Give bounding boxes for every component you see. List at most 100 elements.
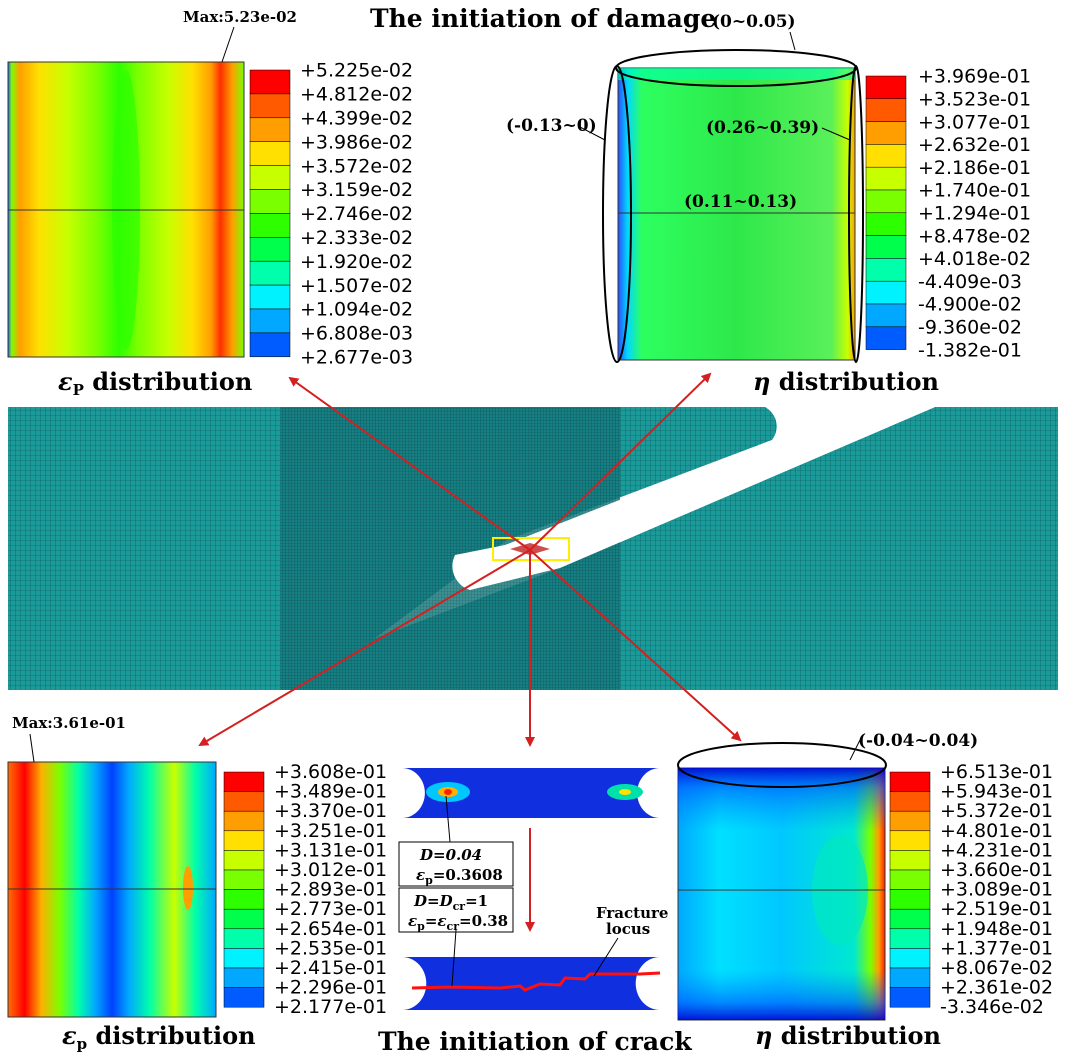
legend-value: +2.893e-01 <box>274 879 387 901</box>
panel-eps-top: Max:5.23e-02 +5.225e-02+4.812e-02+4.399e… <box>7 8 413 399</box>
legend-swatch <box>865 98 907 122</box>
annotation-critical-line2: εp=εcr=0.38 <box>408 912 508 933</box>
panel-crack: D=0.04 εp=0.3608 D=Dcr=1 εp=εcr=0.38 Fra… <box>398 768 668 1010</box>
legend-value: +1.377e-01 <box>940 937 1053 959</box>
legend-value: +3.370e-01 <box>274 800 387 822</box>
caption-eta-top: η distribution <box>753 367 939 396</box>
legend-value: +8.478e-02 <box>918 225 1031 247</box>
legend-swatch <box>865 326 907 350</box>
legend-swatch <box>223 810 265 832</box>
legend-swatch <box>865 235 907 259</box>
legend-value: +1.948e-01 <box>940 918 1053 940</box>
legend-value: +3.986e-02 <box>300 131 413 153</box>
legend-value: +3.251e-01 <box>274 820 387 842</box>
legend-swatch <box>865 212 907 236</box>
mesh-dense-zone <box>280 407 620 690</box>
legend-swatch <box>249 189 291 214</box>
leader <box>445 795 451 843</box>
contour <box>619 789 631 795</box>
legend-value: +2.177e-01 <box>274 996 387 1018</box>
arrows <box>198 372 742 747</box>
legend-value: +2.654e-01 <box>274 918 387 940</box>
legend-value: +4.018e-02 <box>918 248 1031 270</box>
legend-swatch <box>889 908 931 930</box>
panel-eta-bottom: (-0.04~0.04) +6.513e-01+5.943e-01+5.372e… <box>677 731 1053 1050</box>
top-band <box>618 68 855 80</box>
legend-swatch <box>865 303 907 328</box>
legend-swatch <box>223 830 265 851</box>
fracture-label-line1: Fracture <box>596 904 668 922</box>
legend-value: +2.519e-01 <box>940 898 1053 920</box>
legend-eps-bottom: +3.608e-01+3.489e-01+3.370e-01+3.251e-01… <box>223 761 387 1018</box>
range-label-top: (-0.04~0.04) <box>858 731 978 751</box>
legend-swatch <box>889 948 931 969</box>
annotation-critical-line1: D=Dcr=1 <box>413 892 488 913</box>
caption-eps-bottom: εp distribution <box>62 1021 256 1053</box>
range-label-right: (0.26~0.39) <box>706 118 819 138</box>
legend-swatch <box>249 213 291 238</box>
legend-swatch <box>223 987 265 1008</box>
caption-eta-bottom: η distribution <box>755 1021 941 1050</box>
legend-swatch <box>223 967 265 988</box>
legend-swatch <box>249 117 291 142</box>
leader <box>821 127 851 141</box>
legend-swatch <box>889 869 931 890</box>
range-label-center: (0.11~0.13) <box>684 192 797 212</box>
legend-value: +3.969e-01 <box>918 66 1031 88</box>
legend-value: +5.372e-01 <box>940 800 1053 822</box>
legend-swatch <box>249 141 291 166</box>
legend-value: +3.077e-01 <box>918 111 1031 133</box>
range-ellipse-top <box>677 742 887 788</box>
legend-swatch <box>223 850 265 871</box>
title-crack: The initiation of crack <box>378 1027 692 1056</box>
legend-swatch <box>249 165 291 190</box>
legend-value: +3.489e-01 <box>274 781 387 803</box>
legend-swatch <box>865 189 907 214</box>
arrow-to-eta-top <box>529 372 712 551</box>
legend-swatch <box>889 850 931 871</box>
crack-plot-after <box>402 957 660 1010</box>
legend-swatch <box>889 928 931 949</box>
range-label-left: (-0.13~0) <box>506 116 597 136</box>
max-leader <box>29 733 35 763</box>
annotation-damage-line2: εp=0.3608 <box>416 866 503 887</box>
contour-plot-eta-top <box>617 67 856 361</box>
leader <box>849 739 861 761</box>
legend-swatch <box>223 889 265 910</box>
range-label-top: (0~0.05) <box>712 12 796 32</box>
legend-value: -1.382e-01 <box>918 339 1022 361</box>
legend-swatch <box>889 987 931 1008</box>
legend-swatch <box>889 889 931 910</box>
leader <box>451 929 457 987</box>
legend-swatch <box>223 771 265 792</box>
hotspot <box>183 866 193 910</box>
legend-value: -3.346e-02 <box>940 996 1044 1018</box>
legend-value: +6.808e-03 <box>300 323 413 345</box>
legend-value: +2.186e-01 <box>918 157 1031 179</box>
legend-swatch <box>889 791 931 812</box>
legend-swatch <box>865 121 907 145</box>
legend-swatch <box>889 810 931 832</box>
legend-swatch <box>223 908 265 930</box>
legend-value: +4.399e-02 <box>300 107 413 129</box>
legend-value: +1.507e-02 <box>300 275 413 297</box>
legend-value: +2.415e-01 <box>274 957 387 979</box>
legend-value: +3.608e-01 <box>274 761 387 783</box>
caption-eps-top: εP distribution <box>58 367 252 399</box>
legend-swatch <box>865 75 907 100</box>
legend-swatch <box>249 237 291 262</box>
slot-gap-upper <box>452 407 935 590</box>
legend-swatch <box>889 830 931 851</box>
legend-swatch <box>865 144 907 168</box>
legend-value: -4.900e-02 <box>918 294 1022 316</box>
legend-value: +3.131e-01 <box>274 839 387 861</box>
mesh-specimen <box>0 407 1058 700</box>
legend-value: +5.225e-02 <box>300 60 413 82</box>
legend-value: +1.294e-01 <box>918 202 1031 224</box>
legend-value: +2.361e-02 <box>940 977 1053 999</box>
legend-swatch <box>223 791 265 812</box>
arrow-to-eps-top <box>288 376 531 551</box>
legend-swatch <box>889 771 931 792</box>
legend-value: +1.740e-01 <box>918 180 1031 202</box>
